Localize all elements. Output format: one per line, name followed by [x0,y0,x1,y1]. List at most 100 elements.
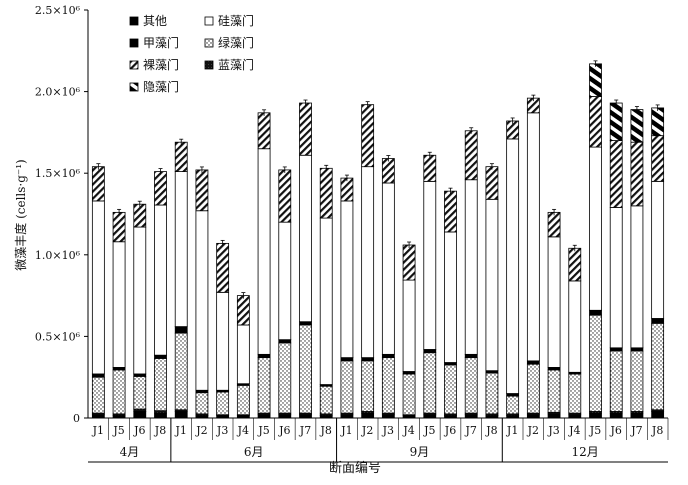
bar-segment [319,385,333,415]
bar-segment [568,247,582,282]
bar-segment [154,354,167,359]
bar-6月-J6 [278,166,292,419]
bar-segment [154,358,167,412]
bar-segment [547,211,561,238]
bar-12月-J4 [568,244,582,419]
legend-label: 其他 [143,14,167,28]
bar-segment [464,357,478,414]
bar-segment [630,350,644,412]
x-tick-label: J2 [361,424,373,437]
bar-segment [423,180,437,350]
bar-segment [526,360,540,365]
bar-segment [609,350,623,412]
bar-segment [340,200,354,359]
x-tick-label: J7 [630,424,642,437]
bar-segment [485,198,499,372]
bar-segment [381,357,395,414]
legend-label: 隐藻门 [143,79,179,94]
bar-segment [133,411,147,419]
bar-6月-J7 [299,99,312,419]
legend-swatch [129,38,139,48]
bar-segment [444,364,457,415]
bar-segment [112,369,126,415]
x-tick-label: J7 [465,424,477,437]
bar-segment [195,169,209,212]
x-tick-label: J5 [257,424,269,437]
x-tick-label: J1 [340,424,352,437]
bar-segment [174,326,188,334]
bar-segment [216,291,230,391]
bar-segment [651,107,665,137]
bar-segment [423,349,437,354]
bar-12月-J7 [630,106,644,419]
x-tick-label: J1 [175,424,187,437]
bar-segment [91,376,105,414]
bar-12月-J8 [651,104,665,419]
bar-segment [133,375,147,410]
x-tick-label: J1 [506,424,518,437]
x-tick-label: J3 [382,424,394,437]
x-tick-label: J6 [278,424,290,437]
bar-segment [340,414,354,419]
x-tick-label: J7 [299,424,311,437]
bar-segment [444,231,457,363]
bar-segment [299,102,312,156]
bars-layer [91,60,665,419]
bar-segment [299,414,312,419]
bar-segment [319,217,333,385]
bar-6月-J4 [236,292,250,419]
bar-segment [547,413,561,419]
bar-9月-J5 [423,151,437,419]
bar-segment [423,352,437,414]
bar-segment [236,324,250,385]
bar-segment [609,412,623,419]
y-axis-label: 微藻丰度 (cells·g⁻¹) [13,159,28,270]
bar-segment [402,279,416,372]
bar-segment [589,146,602,311]
x-tick-label: J4 [237,424,249,437]
bar-segment [216,242,230,293]
bar-6月-J2 [195,166,209,419]
bar-9月-J3 [381,155,395,419]
bar-segment [236,295,250,326]
bar-segment [651,135,665,182]
bar-9月-J4 [402,241,416,419]
bar-segment [174,171,188,328]
bar-12月-J3 [547,208,561,419]
bar-segment [381,414,395,419]
legend-swatch [129,82,139,92]
x-tick-label: J5 [589,424,601,437]
bar-segment [630,141,644,207]
axes: 0 0.5×10⁶ 1.0×10⁶ 1.5×10⁶ 2.0×10⁶ 2.5×10⁶ J1 J5… [35,4,669,463]
bar-9月-J7 [464,127,478,419]
bar-segment [91,373,105,378]
bar-segment [112,241,126,368]
bar-9月-J8 [485,163,499,419]
bar-9月-J6 [444,187,457,419]
bar-segment [154,412,167,419]
bar-segment [340,357,354,362]
bar-segment [278,339,292,344]
bar-segment [299,324,312,414]
bar-segment [257,148,271,355]
bar-segment [464,414,478,419]
bar-segment [278,414,292,419]
x-tick-label: J6 [444,424,456,437]
bar-9月-J2 [361,101,375,419]
bar-segment [174,141,188,172]
bar-segment [278,169,292,223]
group-label: 6月 [244,445,264,459]
bar-segment [299,154,312,323]
bar-segment [526,363,540,414]
x-tick-label: J6 [610,424,622,437]
bar-segment [651,318,665,324]
group-label: 12月 [572,445,599,459]
legend-swatch [204,16,214,26]
x-tick-label: J2 [195,424,207,437]
bar-segment [589,412,602,419]
y-tick-label: 2.0×10⁶ [35,86,81,99]
y-tick-label: 1.0×10⁶ [35,249,81,262]
bar-segment [257,414,271,419]
bar-segment [361,412,375,419]
bar-4月-J6 [133,200,147,419]
